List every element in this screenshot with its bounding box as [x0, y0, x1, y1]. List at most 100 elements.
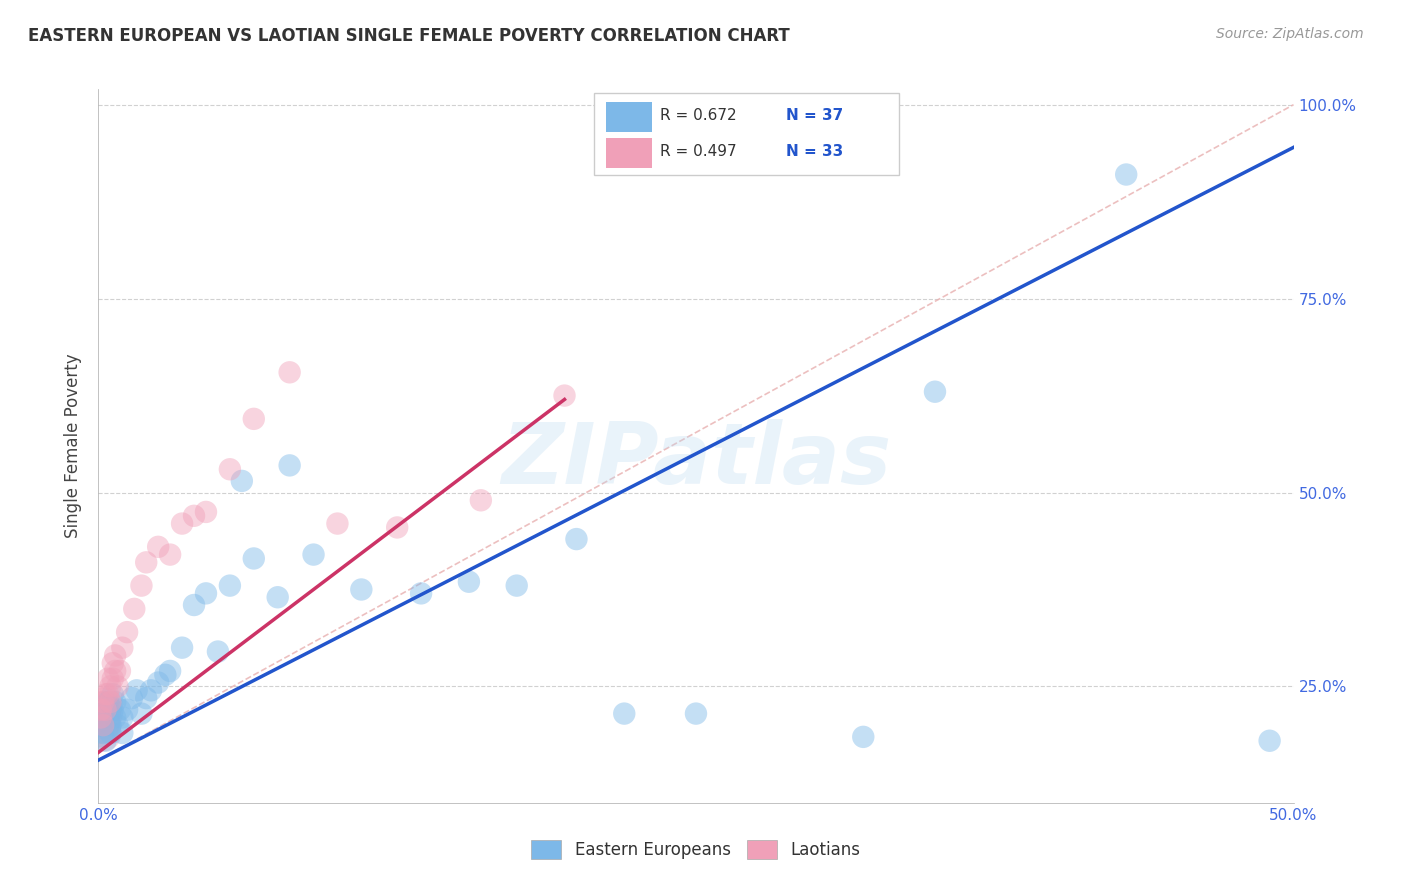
Point [93, 698, 115, 713]
Y-axis label: Single Female Poverty: Single Female Poverty [65, 354, 83, 538]
Text: N = 33: N = 33 [786, 144, 842, 159]
Point [131, 579, 153, 593]
Point [159, 548, 181, 562]
Point [135, 555, 157, 569]
Point [101, 703, 124, 717]
Point [124, 602, 146, 616]
Point [172, 516, 194, 531]
Point [94, 687, 117, 701]
Text: Source: ZipAtlas.com: Source: ZipAtlas.com [1216, 27, 1364, 41]
Point [219, 462, 242, 476]
Point [90, 710, 112, 724]
Point [267, 591, 290, 605]
Point [104, 664, 127, 678]
Point [554, 388, 576, 402]
Point [121, 691, 143, 706]
Point [326, 516, 349, 531]
Point [231, 474, 253, 488]
Point [89, 722, 111, 736]
Point [111, 640, 134, 655]
Legend: Eastern Europeans, Laotians: Eastern Europeans, Laotians [524, 833, 868, 866]
Point [155, 668, 177, 682]
Text: N = 37: N = 37 [786, 108, 842, 123]
Point [91, 726, 114, 740]
Point [101, 672, 124, 686]
Point [115, 625, 138, 640]
Point [104, 648, 127, 663]
Point [104, 710, 127, 724]
FancyBboxPatch shape [606, 102, 652, 132]
Point [1115, 168, 1137, 182]
Point [159, 664, 181, 678]
Point [685, 706, 707, 721]
Point [115, 703, 138, 717]
Point [302, 548, 325, 562]
Point [107, 718, 129, 732]
Point [91, 714, 114, 729]
Point [91, 718, 114, 732]
Point [565, 532, 588, 546]
Point [104, 695, 127, 709]
Point [98, 718, 122, 732]
Point [458, 574, 481, 589]
Point [97, 672, 120, 686]
Point [90, 722, 112, 736]
Point [97, 710, 120, 724]
Point [94, 703, 117, 717]
FancyBboxPatch shape [606, 137, 652, 168]
Point [506, 579, 529, 593]
Point [411, 586, 433, 600]
Point [90, 718, 112, 732]
Point [852, 730, 875, 744]
Point [108, 703, 131, 717]
Text: ZIPatlas: ZIPatlas [501, 418, 891, 502]
Point [243, 551, 266, 566]
Point [91, 706, 114, 721]
Point [97, 695, 120, 709]
Point [108, 664, 131, 678]
Point [125, 683, 148, 698]
Point [94, 703, 117, 717]
Point [148, 675, 170, 690]
Point [90, 710, 112, 724]
Point [195, 586, 218, 600]
Point [278, 365, 301, 379]
Point [90, 703, 112, 717]
Point [91, 703, 114, 717]
Text: EASTERN EUROPEAN VS LAOTIAN SINGLE FEMALE POVERTY CORRELATION CHART: EASTERN EUROPEAN VS LAOTIAN SINGLE FEMAL… [28, 27, 790, 45]
Point [172, 640, 194, 655]
Point [91, 710, 114, 724]
Point [91, 710, 114, 724]
Point [183, 508, 205, 523]
Point [107, 680, 129, 694]
Point [111, 710, 134, 724]
Point [91, 695, 114, 709]
Point [90, 703, 112, 717]
Point [90, 718, 112, 732]
Point [207, 644, 229, 658]
Point [98, 726, 122, 740]
Point [350, 582, 373, 597]
Point [195, 505, 218, 519]
Point [89, 714, 111, 729]
Point [97, 687, 120, 701]
Point [93, 706, 115, 721]
Text: R = 0.672: R = 0.672 [661, 108, 737, 123]
Point [98, 680, 122, 694]
Point [101, 656, 124, 670]
Point [111, 726, 134, 740]
Point [98, 695, 122, 709]
Point [91, 718, 114, 732]
Point [1258, 733, 1281, 747]
Point [131, 706, 153, 721]
Point [924, 384, 946, 399]
Point [278, 458, 301, 473]
Point [148, 540, 170, 554]
Point [243, 412, 266, 426]
Point [139, 683, 162, 698]
Point [470, 493, 492, 508]
Point [183, 598, 205, 612]
Point [613, 706, 636, 721]
Point [91, 718, 114, 732]
Point [91, 726, 114, 740]
